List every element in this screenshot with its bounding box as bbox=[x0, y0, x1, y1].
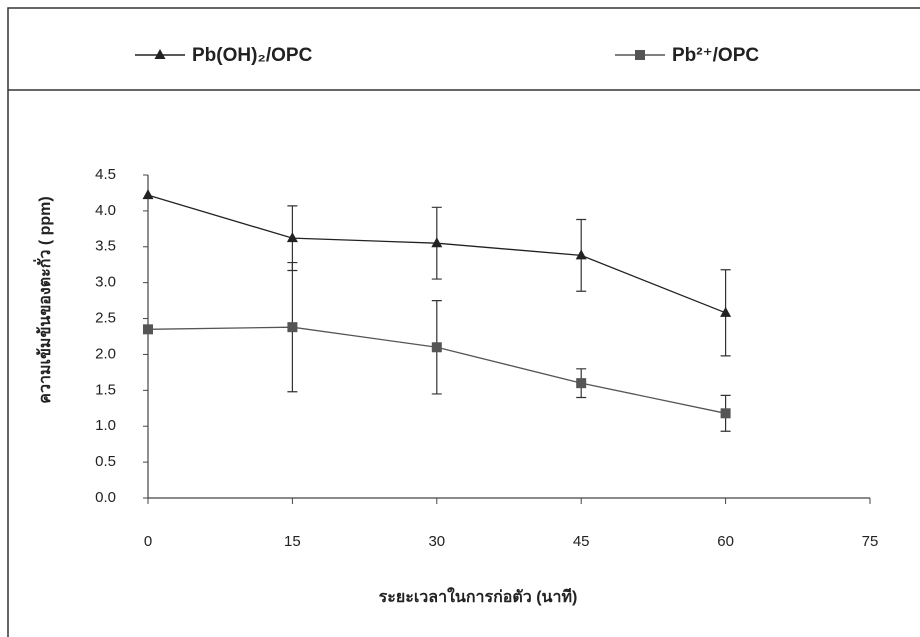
x-tick-label: 0 bbox=[144, 533, 152, 550]
y-tick-label: 1.5 bbox=[95, 381, 116, 398]
y-tick-label: 2.0 bbox=[95, 345, 116, 362]
frame bbox=[7, 7, 920, 637]
y-tick-label: 2.5 bbox=[95, 310, 116, 327]
x-tick-label: 30 bbox=[428, 533, 445, 550]
data-point bbox=[576, 378, 587, 389]
y-tick-label: 1.0 bbox=[95, 417, 116, 434]
data-point bbox=[287, 322, 298, 333]
data-point bbox=[431, 342, 442, 353]
x-tick-label: 60 bbox=[717, 533, 734, 550]
data-point bbox=[143, 324, 153, 335]
y-tick-label: 4.5 bbox=[95, 166, 116, 183]
legend-label: Pb²⁺/OPC bbox=[672, 45, 759, 66]
y-tick-label: 0.5 bbox=[95, 453, 116, 470]
data-point bbox=[286, 232, 298, 243]
data-point bbox=[142, 189, 154, 200]
y-tick-label: 3.0 bbox=[95, 274, 116, 291]
data-point bbox=[720, 306, 732, 317]
legend-label: Pb(OH)₂/OPC bbox=[192, 45, 313, 66]
x-tick-label: 45 bbox=[573, 533, 590, 550]
x-tick-label: 75 bbox=[862, 533, 879, 550]
x-tick-label: 15 bbox=[284, 533, 301, 550]
data-point bbox=[720, 408, 731, 419]
y-tick-label: 0.0 bbox=[95, 489, 116, 506]
data-point bbox=[575, 249, 587, 260]
legend-marker bbox=[635, 50, 645, 60]
legend-marker bbox=[154, 49, 166, 59]
y-axis-label: ความเข้มข้นของตะกั่ว ( ppm) bbox=[33, 196, 54, 403]
y-tick-label: 4.0 bbox=[95, 202, 116, 219]
x-axis-label: ระยะเวลาในการก่อตัว (นาที) bbox=[379, 587, 578, 606]
data-point bbox=[431, 237, 443, 248]
y-tick-label: 3.5 bbox=[95, 238, 116, 255]
